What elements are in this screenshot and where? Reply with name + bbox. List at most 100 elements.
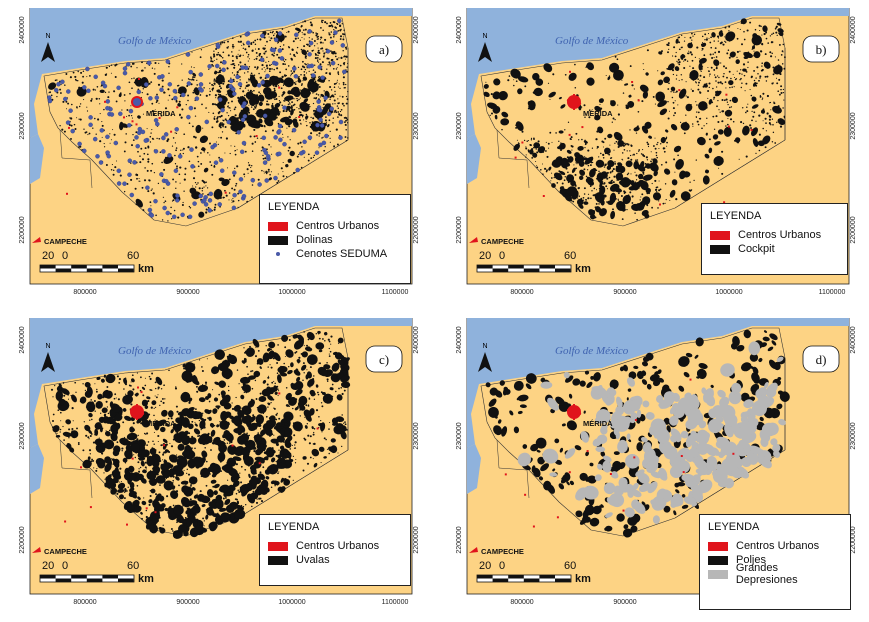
- feature-mark: [54, 79, 57, 82]
- feature-mark: [276, 362, 279, 364]
- feature-mark: [515, 80, 518, 83]
- feature-mark: [239, 61, 242, 64]
- feature-mark: [91, 98, 93, 100]
- feature-mark: [501, 111, 509, 118]
- feature-mark: [201, 450, 208, 458]
- cenote-mark: [116, 181, 122, 186]
- feature-mark: [248, 80, 250, 82]
- feature-mark: [196, 183, 198, 186]
- feature-mark: [317, 59, 319, 61]
- feature-mark: [317, 51, 321, 54]
- feature-mark: [743, 30, 745, 33]
- feature-mark: [665, 199, 667, 201]
- legend-item-label: Dolinas: [296, 234, 333, 246]
- feature-mark: [94, 422, 102, 430]
- feature-mark: [277, 122, 280, 125]
- feature-mark: [207, 206, 210, 209]
- cenote-mark: [215, 42, 221, 48]
- cenote-mark: [82, 85, 87, 90]
- feature-mark: [150, 406, 153, 409]
- feature-mark: [246, 168, 249, 171]
- feature-mark: [268, 60, 270, 63]
- feature-mark: [540, 169, 542, 171]
- feature-mark: [108, 65, 111, 68]
- feature-mark: [151, 188, 153, 190]
- feature-mark: [224, 373, 231, 380]
- feature-mark: [86, 76, 88, 78]
- feature-mark: [309, 435, 312, 438]
- feature-mark: [497, 419, 502, 424]
- feature-mark: [213, 50, 215, 52]
- feature-mark: [560, 149, 562, 151]
- feature-mark: [537, 140, 540, 143]
- cenote-mark: [292, 66, 297, 71]
- feature-mark: [299, 97, 301, 99]
- feature-mark: [187, 94, 190, 97]
- feature-mark: [141, 419, 150, 428]
- campeche-label: CAMPECHE: [44, 547, 87, 556]
- feature-mark: [207, 409, 212, 415]
- cenote-mark: [95, 154, 100, 159]
- feature-mark: [55, 390, 64, 401]
- urban-center-mark: [80, 466, 82, 469]
- feature-mark: [532, 73, 540, 81]
- feature-mark: [298, 114, 302, 117]
- feature-mark: [120, 481, 123, 483]
- feature-mark: [146, 470, 157, 481]
- feature-mark: [342, 38, 345, 41]
- feature-mark: [186, 472, 188, 475]
- feature-mark: [347, 137, 349, 139]
- feature-mark: [564, 73, 567, 76]
- feature-mark: [71, 407, 74, 410]
- feature-mark: [290, 70, 293, 72]
- feature-mark: [703, 83, 708, 88]
- feature-mark: [605, 525, 613, 532]
- feature-mark: [552, 73, 555, 76]
- feature-mark: [570, 136, 573, 139]
- feature-mark: [290, 73, 292, 75]
- feature-mark: [212, 513, 220, 518]
- feature-mark: [80, 71, 83, 74]
- feature-mark: [227, 479, 229, 481]
- feature-mark: [224, 189, 226, 192]
- cenote-mark: [47, 98, 53, 104]
- scale-bar-number: 60: [564, 250, 576, 262]
- feature-mark: [240, 376, 251, 384]
- feature-mark: [238, 490, 241, 494]
- feature-mark: [181, 435, 191, 446]
- feature-mark: [94, 117, 96, 120]
- feature-mark: [717, 35, 719, 38]
- feature-mark: [247, 56, 249, 58]
- feature-mark: [326, 22, 328, 25]
- feature-mark: [142, 113, 144, 115]
- feature-mark: [84, 381, 91, 388]
- feature-mark: [216, 424, 220, 428]
- feature-mark: [48, 82, 57, 90]
- feature-mark: [63, 439, 65, 441]
- feature-mark: [329, 98, 331, 101]
- urban-center-mark: [176, 106, 179, 109]
- gulf-label: Golfo de México: [555, 35, 629, 47]
- feature-mark: [302, 469, 305, 472]
- feature-mark: [256, 66, 259, 69]
- feature-mark: [276, 181, 279, 184]
- sea-area: [30, 134, 44, 184]
- feature-mark: [93, 467, 95, 469]
- feature-mark: [203, 418, 207, 422]
- feature-mark: [276, 53, 279, 56]
- feature-mark: [727, 49, 730, 51]
- feature-mark: [253, 81, 258, 87]
- feature-mark: [161, 462, 172, 471]
- feature-mark: [266, 67, 269, 70]
- feature-mark: [237, 489, 239, 492]
- feature-mark: [104, 431, 111, 437]
- feature-mark: [245, 84, 250, 88]
- feature-mark: [759, 96, 762, 98]
- feature-mark: [633, 126, 640, 132]
- feature-mark: [329, 22, 332, 24]
- feature-mark: [595, 202, 598, 205]
- cenote-mark: [198, 193, 203, 199]
- feature-mark: [331, 51, 336, 55]
- feature-mark: [169, 442, 171, 444]
- feature-mark: [681, 46, 683, 49]
